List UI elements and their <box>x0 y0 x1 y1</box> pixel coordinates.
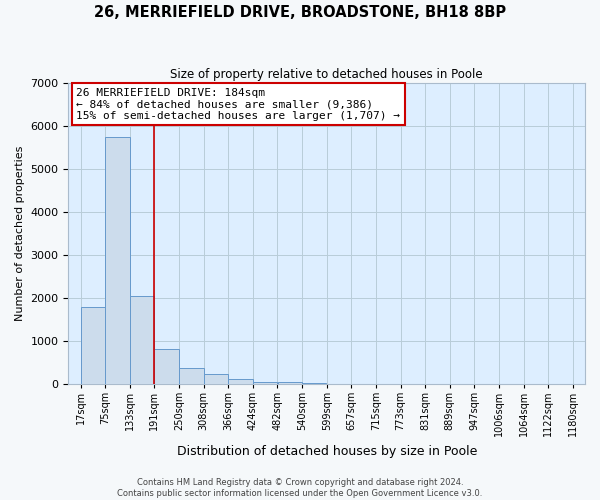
Text: 26, MERRIEFIELD DRIVE, BROADSTONE, BH18 8BP: 26, MERRIEFIELD DRIVE, BROADSTONE, BH18 … <box>94 5 506 20</box>
Y-axis label: Number of detached properties: Number of detached properties <box>15 146 25 321</box>
X-axis label: Distribution of detached houses by size in Poole: Distribution of detached houses by size … <box>176 444 477 458</box>
Bar <box>302 383 326 384</box>
Bar <box>278 382 302 384</box>
Bar <box>154 348 179 384</box>
Bar <box>106 136 130 384</box>
Bar <box>179 368 203 384</box>
Bar <box>253 382 277 384</box>
Bar <box>81 308 105 384</box>
Title: Size of property relative to detached houses in Poole: Size of property relative to detached ho… <box>170 68 483 80</box>
Text: Contains HM Land Registry data © Crown copyright and database right 2024.
Contai: Contains HM Land Registry data © Crown c… <box>118 478 482 498</box>
Bar <box>229 379 253 384</box>
Bar <box>204 374 228 384</box>
Bar <box>130 296 154 384</box>
Text: 26 MERRIEFIELD DRIVE: 184sqm
← 84% of detached houses are smaller (9,386)
15% of: 26 MERRIEFIELD DRIVE: 184sqm ← 84% of de… <box>76 88 400 121</box>
